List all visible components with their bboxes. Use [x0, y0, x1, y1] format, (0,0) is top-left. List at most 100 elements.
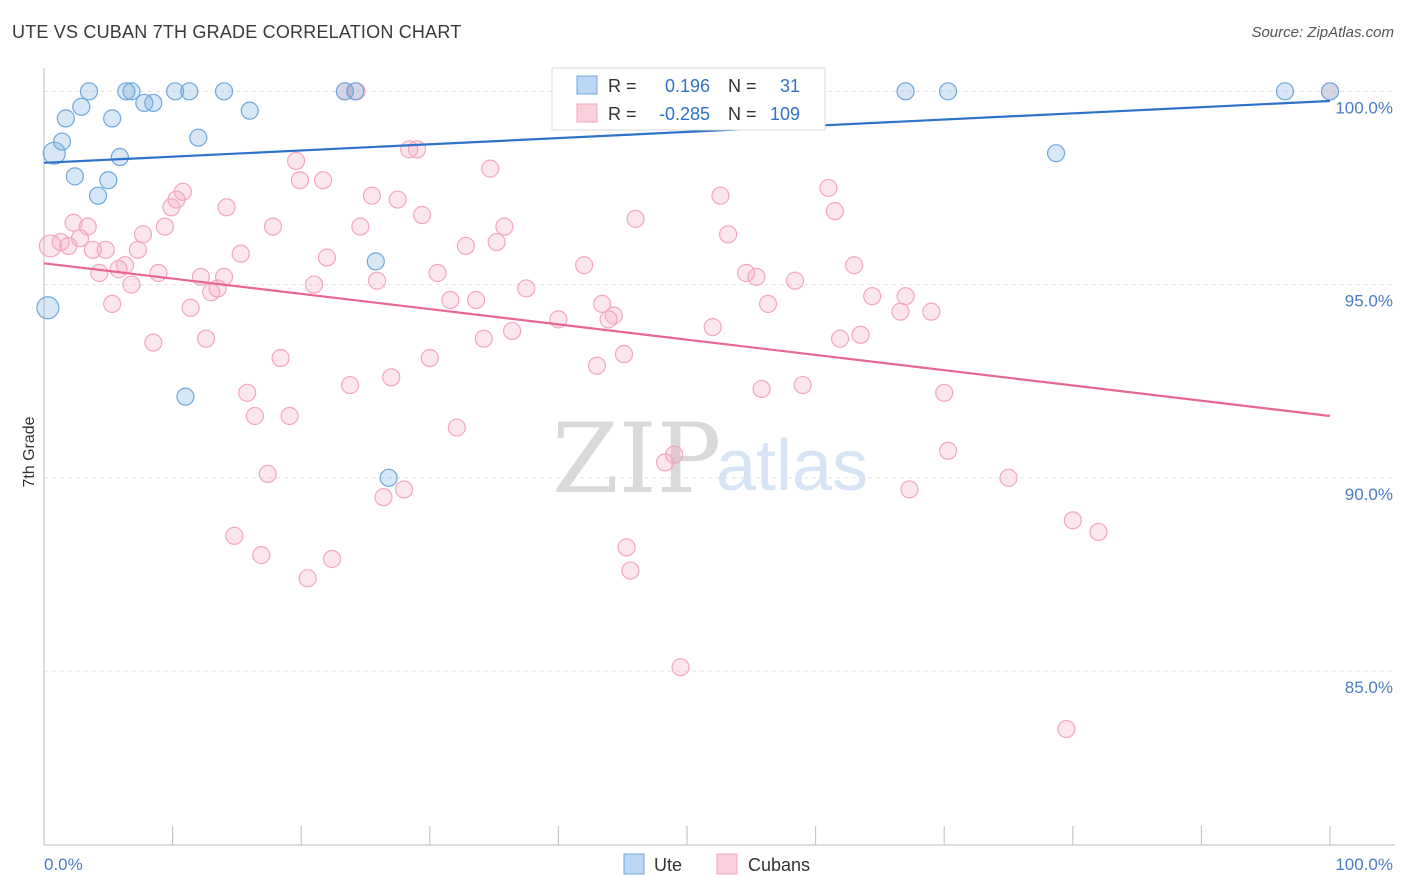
cubans-point-16	[149, 263, 168, 283]
cubans-point-101	[935, 383, 954, 402]
cubans-point-23	[196, 329, 216, 348]
cubans-point-90	[793, 375, 812, 395]
cubans-point-42	[317, 248, 337, 267]
chart-title: UTE VS CUBAN 7TH GRADE CORRELATION CHART	[12, 22, 462, 42]
cubans-point-8	[96, 240, 115, 259]
cubans-point-103	[999, 468, 1018, 487]
ute-point-14	[144, 93, 163, 113]
cubans-point-98	[896, 287, 915, 306]
cubans-point-20	[173, 182, 192, 201]
cubans-point-43	[322, 549, 342, 569]
ute-point-9	[103, 109, 122, 128]
cubans-point-17	[155, 217, 174, 236]
cubans-point-55	[407, 140, 427, 159]
cubans-point-94	[845, 256, 864, 275]
cubans-point-62	[466, 290, 486, 310]
cubans-point-3	[64, 213, 83, 232]
cubans-point-13	[128, 240, 147, 259]
cubans-point-97	[891, 302, 910, 321]
legend-swatch-ute	[623, 853, 645, 875]
cubans-point-7	[90, 263, 109, 283]
cubans-point-34	[263, 217, 283, 236]
cubans-point-39	[298, 569, 317, 588]
cubans-point-66	[495, 217, 514, 236]
cubans-point-91	[819, 178, 838, 198]
cubans-point-77	[621, 561, 640, 580]
cubans-point-67	[503, 321, 522, 341]
legend-label-cubans: Cubans	[748, 855, 810, 875]
cubans-point-31	[245, 406, 265, 426]
stats-n-label-cubans: N =	[728, 104, 757, 124]
cubans-point-53	[394, 480, 414, 499]
legend-swatch-cubans	[716, 853, 738, 875]
ute-point-21	[335, 82, 355, 101]
watermark-atlas: atlas	[716, 426, 868, 506]
cubans-point-30	[238, 383, 257, 402]
cubans-point-37	[286, 151, 306, 170]
watermark: ZIP atlas	[552, 403, 868, 515]
ute-point-24	[379, 468, 398, 487]
cubans-point-52	[388, 190, 407, 209]
gridlines	[44, 90, 1395, 672]
cubans-point-50	[374, 488, 393, 507]
watermark-zip: ZIP	[552, 403, 721, 515]
ute-point-2	[52, 132, 72, 151]
cubans-point-82	[703, 317, 722, 337]
cubans-point-84	[719, 225, 738, 244]
y-tick-label-2: 95.0%	[1345, 292, 1393, 311]
stats-r-label-ute: R =	[608, 76, 637, 96]
cubans-point-102	[938, 441, 958, 460]
cubans-point-92	[825, 202, 844, 221]
cubans-trend-line	[43, 262, 1331, 418]
cubans-point-0	[38, 234, 63, 258]
ute-point-3	[56, 109, 75, 128]
cubans-point-36	[280, 406, 299, 426]
stats-n-value-ute: 31	[780, 76, 800, 96]
ute-point-23	[366, 252, 385, 271]
cubans-point-61	[456, 236, 475, 256]
y-axis-title: 7th Grade	[21, 416, 38, 487]
cubans-point-12	[122, 275, 141, 294]
ute-point-11	[117, 82, 136, 101]
chart-source: Source: ZipAtlas.com	[1251, 24, 1394, 41]
x-tick-label-max: 100.0%	[1335, 855, 1393, 874]
cubans-point-78	[626, 209, 645, 228]
ute-point-30	[1275, 82, 1295, 101]
stats-r-label-cubans: R =	[608, 104, 637, 124]
ute-point-20	[240, 101, 259, 120]
cubans-point-58	[428, 263, 447, 283]
cubans-point-99	[900, 480, 919, 499]
cubans-point-80	[665, 445, 684, 464]
ute-point-18	[189, 128, 208, 147]
ute-point-19	[214, 82, 234, 101]
cubans-point-89	[785, 271, 805, 290]
cubans-point-56	[412, 205, 432, 225]
cubans-point-83	[711, 186, 730, 205]
legend: Ute Cubans	[623, 853, 810, 875]
ute-point-8	[99, 171, 118, 190]
ute-point-22	[346, 82, 365, 101]
cubans-point-59	[441, 290, 460, 310]
cubans-point-85	[737, 263, 756, 283]
cubans-point-14	[133, 225, 153, 244]
x-tick-label-min: 0.0%	[44, 855, 83, 874]
ute-point-27	[896, 82, 915, 101]
cubans-point-76	[617, 538, 636, 557]
ute-point-10	[110, 147, 129, 167]
cubans-point-81	[671, 658, 690, 677]
cubans-point-48	[362, 186, 382, 205]
ute-point-17	[180, 82, 199, 101]
ute-trend-line	[43, 99, 1331, 164]
ute-point-12	[122, 82, 141, 101]
trend-lines	[43, 99, 1331, 418]
cubans-point-26	[214, 267, 234, 286]
cubans-point-35	[271, 348, 290, 368]
cubans-point-68	[517, 279, 536, 298]
cubans-point-40	[304, 275, 324, 294]
stats-swatch-ute	[576, 75, 598, 95]
cubans-point-33	[258, 464, 277, 484]
y-tick-label-0: 85.0%	[1345, 678, 1393, 697]
cubans-point-87	[752, 379, 771, 399]
ute-point-6	[79, 82, 99, 101]
